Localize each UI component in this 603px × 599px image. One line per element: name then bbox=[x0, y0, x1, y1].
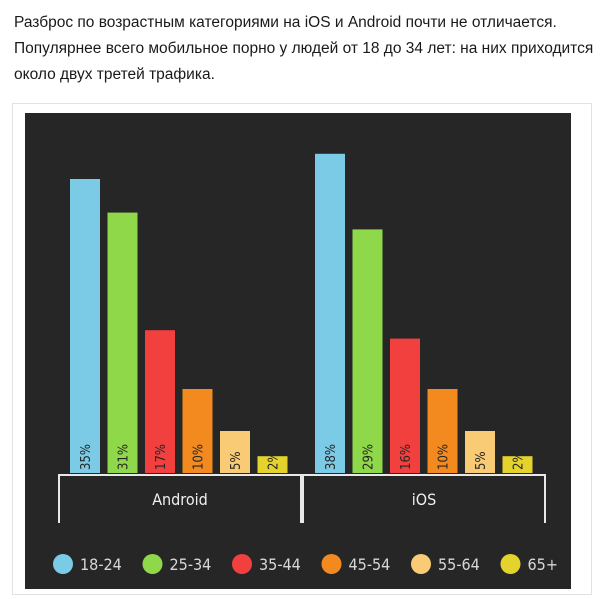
legend-swatch-45-54 bbox=[321, 554, 342, 574]
bar-value-label-ios-45-54: 10% bbox=[437, 444, 452, 470]
legend-label-55-64: 55-64 bbox=[438, 555, 480, 574]
bar-ios-35-44 bbox=[390, 338, 420, 473]
category-label-ios: iOS bbox=[412, 490, 436, 509]
intro-line-3: около двух третей трафика. bbox=[14, 66, 215, 83]
legend-swatch-18-24 bbox=[53, 554, 73, 574]
bar-value-label-android-45-54: 10% bbox=[192, 444, 207, 470]
legend-swatch-55-64 bbox=[411, 554, 431, 574]
bar-ios-55-64 bbox=[465, 431, 495, 473]
bar-android-55-64 bbox=[220, 431, 250, 473]
legend-label-18-24: 18-24 bbox=[80, 555, 122, 574]
bar-value-label-android-18-24: 35% bbox=[79, 444, 94, 470]
intro-line-2: Популярнее всего мобильное порно у людей… bbox=[14, 40, 594, 57]
age-distribution-chart: 35% 31% 17% 10% 5% 2% Android 38% 29% 16% 10% 5% 2% i… bbox=[53, 153, 558, 574]
bar-android-65+ bbox=[257, 456, 288, 473]
bar-android-35-44 bbox=[145, 330, 175, 473]
legend-label-65+: 65+ bbox=[528, 555, 558, 574]
legend-label-35-44: 35-44 bbox=[259, 555, 301, 574]
bar-ios-25-34 bbox=[352, 229, 383, 473]
bar-value-label-ios-35-44: 16% bbox=[399, 444, 414, 470]
legend-label-25-34: 25-34 bbox=[170, 555, 212, 574]
legend-swatch-35-44 bbox=[232, 554, 252, 574]
bar-value-label-ios-25-34: 29% bbox=[362, 444, 377, 470]
category-label-android: Android bbox=[152, 490, 208, 509]
legend-swatch-65+ bbox=[500, 554, 521, 574]
bar-value-label-android-35-44: 17% bbox=[154, 444, 169, 470]
bar-value-label-android-55-64: 5% bbox=[229, 451, 244, 470]
bar-value-label-android-25-34: 31% bbox=[117, 444, 132, 470]
bar-value-label-ios-55-64: 5% bbox=[474, 451, 489, 470]
intro-line-1: Разброс по возрастным категориями на iOS… bbox=[14, 14, 557, 31]
intro-paragraph: Разброс по возрастным категориями на iOS… bbox=[14, 10, 594, 88]
bar-ios-18-24 bbox=[315, 153, 345, 474]
bar-android-45-54 bbox=[182, 389, 213, 473]
chart-panel: 35% 31% 17% 10% 5% 2% Android 38% 29% 16% 10% 5% 2% i… bbox=[25, 113, 571, 589]
bar-value-label-android-65+: 2% bbox=[267, 451, 282, 470]
legend-label-45-54: 45-54 bbox=[349, 555, 391, 574]
bar-android-25-34 bbox=[107, 212, 138, 473]
bar-ios-65+ bbox=[502, 456, 533, 473]
legend-swatch-25-34 bbox=[142, 554, 163, 574]
bar-value-label-ios-18-24: 38% bbox=[324, 444, 339, 470]
bar-ios-45-54 bbox=[427, 389, 458, 473]
bar-android-18-24 bbox=[70, 179, 100, 473]
bar-value-label-ios-65+: 2% bbox=[512, 451, 527, 470]
